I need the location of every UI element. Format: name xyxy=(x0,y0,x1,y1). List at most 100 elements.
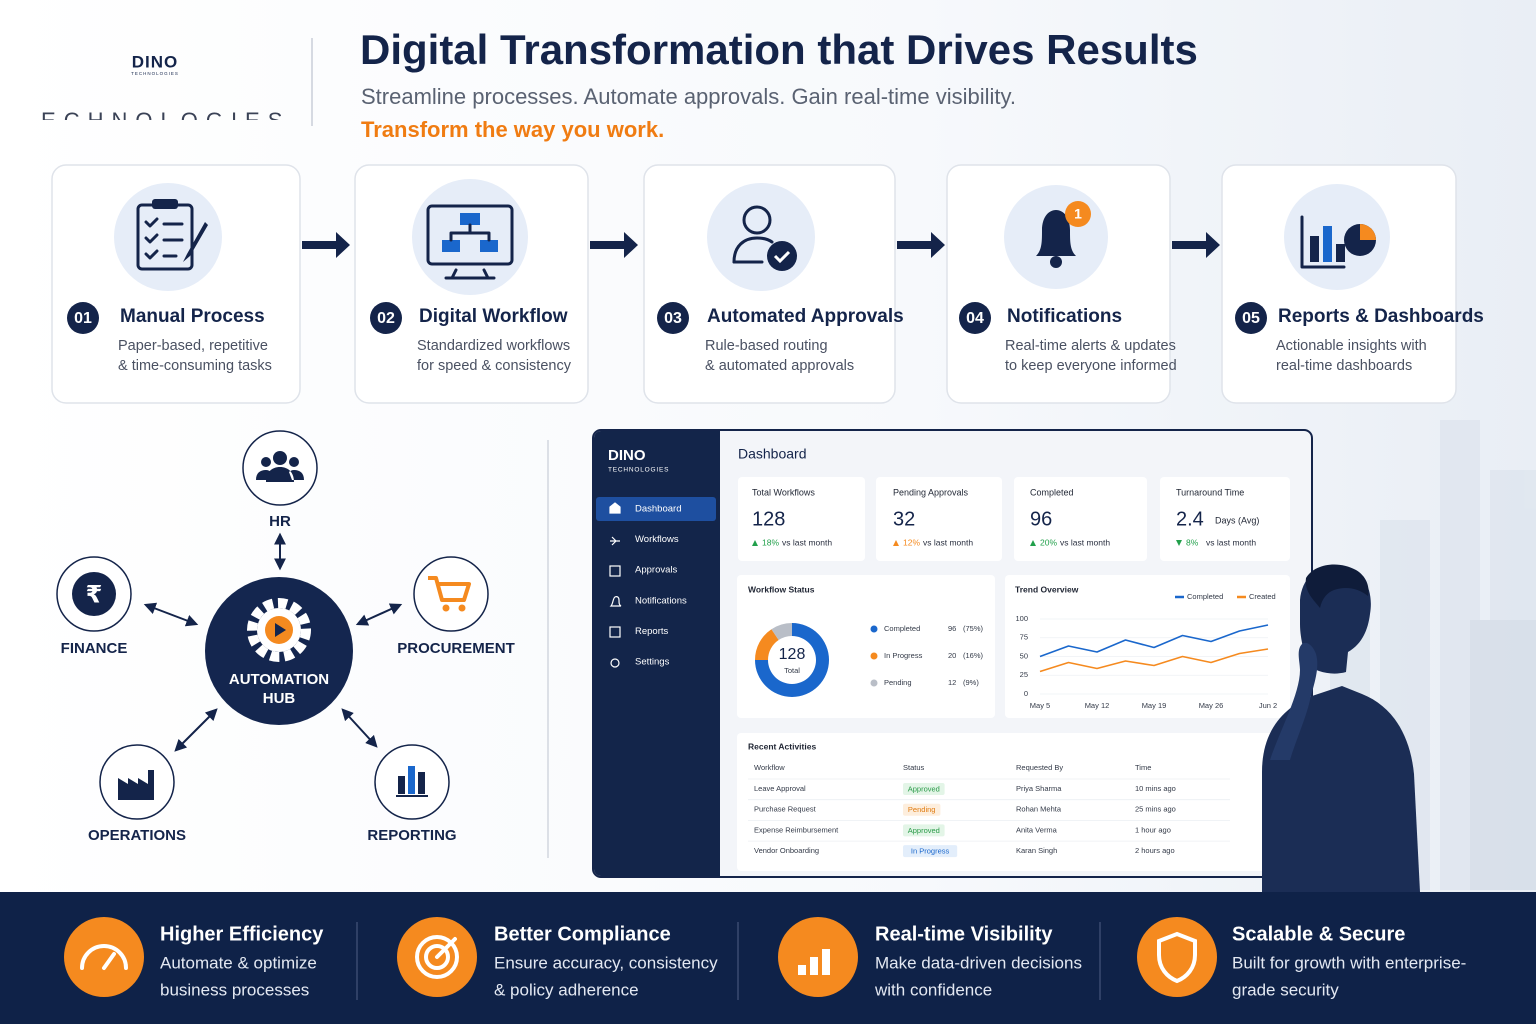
icon-clipboard xyxy=(136,199,208,271)
kpi-change: 8% xyxy=(1186,537,1199,547)
kpi-change: 20% xyxy=(1040,537,1057,547)
x-tick-label: May 12 xyxy=(1085,701,1110,710)
kpi-arrow xyxy=(893,540,899,546)
status-pill xyxy=(903,824,945,837)
y-tick-label: 75 xyxy=(1020,633,1028,642)
cell: Expense Reimbursement xyxy=(754,825,839,834)
logo-caption: TECHNOLOGIES xyxy=(20,108,291,133)
kpi-value: 96 xyxy=(1030,508,1052,530)
step-number: 03 xyxy=(664,310,682,327)
status-pill xyxy=(903,783,945,795)
kpi-value: 128 xyxy=(752,508,785,530)
icon-bell: 1 xyxy=(1036,201,1091,268)
benefit-dividers xyxy=(356,922,1101,1000)
legend-name: In Progress xyxy=(884,651,923,660)
step-description: & time-consuming tasks xyxy=(118,358,272,374)
kpi-label: Turnaround Time xyxy=(1176,487,1244,497)
legend-share: (75%) xyxy=(963,624,984,633)
kpi-label: Completed xyxy=(1030,487,1074,497)
kpi-arrow xyxy=(1176,540,1182,546)
step-title: Automated Approvals xyxy=(707,306,904,327)
step-description: Actionable insights with xyxy=(1276,338,1427,354)
step-description: for speed & consistency xyxy=(417,358,572,374)
cell: 10 mins ago xyxy=(1135,784,1176,793)
status-title: Workflow Status xyxy=(748,584,815,594)
step-description: Standardized workflows xyxy=(417,338,570,354)
legend-value: 20 xyxy=(948,651,956,660)
legend-share: (16%) xyxy=(963,651,984,660)
icon-reports xyxy=(1300,215,1376,269)
step-title: Notifications xyxy=(1007,306,1122,327)
step-number-bg xyxy=(959,302,991,334)
cell: Priya Sharma xyxy=(1016,784,1062,793)
x-tick-label: May 26 xyxy=(1199,701,1224,710)
column-header: Workflow xyxy=(754,763,785,772)
status: Pending xyxy=(908,805,936,814)
donut: Completed 96 (75%) In Progress 20 (16%) Pendin… xyxy=(755,623,984,697)
icon-approval xyxy=(732,205,797,271)
kpi-label: Pending Approvals xyxy=(893,487,969,497)
x-tick-label: Jun 2 xyxy=(1259,701,1277,710)
rupee-icon: ₹ xyxy=(86,581,103,608)
step-description: real-time dashboards xyxy=(1276,358,1412,374)
legend-dot xyxy=(870,625,878,633)
y-tick-label: 0 xyxy=(1024,689,1028,698)
trend-line xyxy=(1039,624,1269,658)
donut-segment xyxy=(771,623,792,641)
benefit-description: Automate & optimize xyxy=(160,953,317,972)
hub-node-label: HR xyxy=(269,513,291,530)
status-pill xyxy=(903,803,941,816)
cell: 1 hour ago xyxy=(1135,825,1171,834)
nav-item: Approvals xyxy=(635,565,677,576)
hub-arrows xyxy=(143,532,403,752)
nav-item: Dashboard xyxy=(635,504,681,515)
donut-segment xyxy=(755,623,829,697)
legend-dot xyxy=(870,679,878,687)
legend-dot xyxy=(870,652,878,660)
column-header: Time xyxy=(1135,763,1151,772)
kpi-value: 32 xyxy=(893,508,915,530)
nav-item: Settings xyxy=(635,657,670,668)
status-pill xyxy=(903,845,958,858)
kpi-value: 2.4 xyxy=(1176,508,1204,530)
hub-icons: ₹ xyxy=(72,451,471,800)
benefit-icons xyxy=(80,931,1197,984)
benefit-description: Built for growth with enterprise- xyxy=(1232,953,1466,972)
step-description: Real-time alerts & updates xyxy=(1005,338,1176,354)
steps: 1 xyxy=(51,164,1457,404)
sidebar xyxy=(594,431,720,876)
y-tick-label: 25 xyxy=(1020,670,1028,679)
kpi-label: Total Workflows xyxy=(752,487,815,497)
step-description: Rule-based routing xyxy=(705,338,828,354)
hub-node-label: OPERATIONS xyxy=(88,827,186,844)
logo: DINO xyxy=(132,52,179,71)
nav-active[interactable] xyxy=(596,497,716,521)
benefits: Higher Efficiency Automate & optimize busi… xyxy=(160,923,1466,999)
step-description: to keep everyone informed xyxy=(1005,358,1177,374)
icon-workflow xyxy=(426,204,514,280)
benefit-description: Make data-driven decisions xyxy=(875,953,1082,972)
step-title: Reports & Dashboards xyxy=(1278,306,1484,327)
step-number-bg xyxy=(370,302,402,334)
step-number: 04 xyxy=(966,310,984,327)
benefit-title: Better Compliance xyxy=(494,923,671,945)
benefit-title: Scalable & Secure xyxy=(1232,923,1405,945)
hub-node-label: PROCUREMENT xyxy=(397,640,515,657)
tagline: Transform the way you work. xyxy=(361,117,664,142)
hub-node-label: FINANCE xyxy=(61,640,128,657)
status: In Progress xyxy=(911,847,950,856)
y-tick-label: 100 xyxy=(1015,614,1028,623)
dash-heading: Dashboard xyxy=(738,446,807,462)
status: Approved xyxy=(908,826,940,835)
step-number: 01 xyxy=(74,310,92,327)
step-description: & automated approvals xyxy=(705,358,854,374)
kpi-arrow xyxy=(1030,540,1036,546)
legend-name: Completed xyxy=(884,624,920,633)
cell: Purchase Request xyxy=(754,805,817,814)
kpi-change-text: vs last month xyxy=(1060,537,1110,547)
benefit-title: Higher Efficiency xyxy=(160,923,324,945)
kpi-change: 18% xyxy=(762,537,779,547)
dash-logo-sub: TECHNOLOGIES xyxy=(608,467,669,474)
kpi-change-text: vs last month xyxy=(782,537,832,547)
